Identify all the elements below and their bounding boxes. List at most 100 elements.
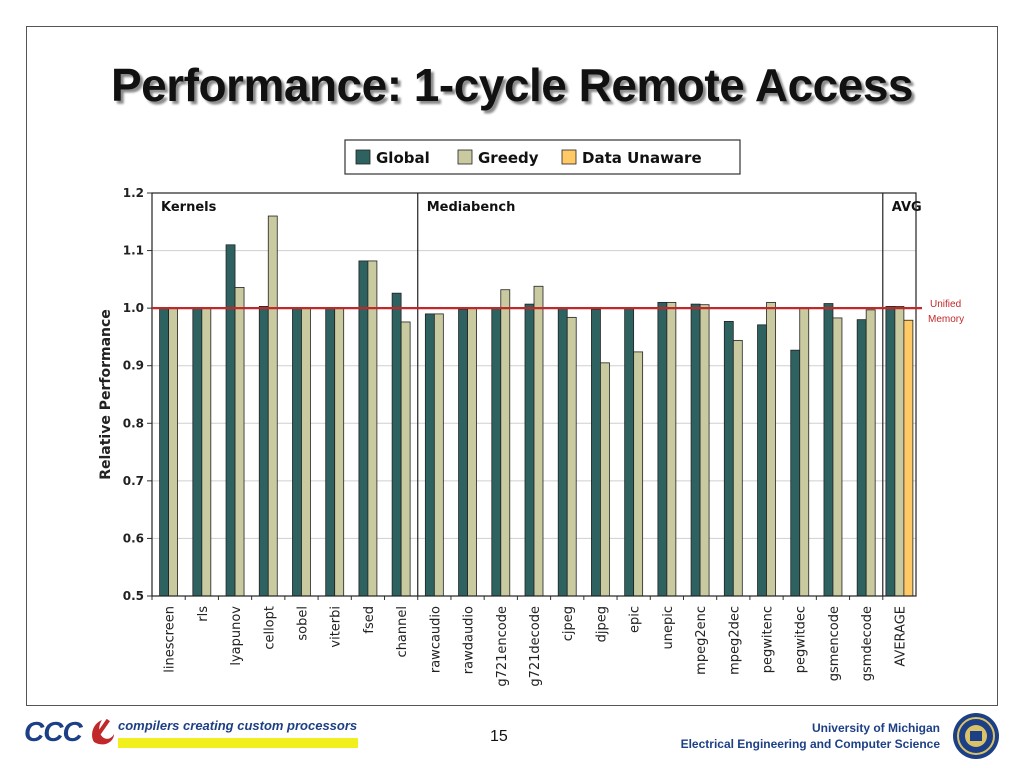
- bar-greedy: [865, 309, 876, 597]
- y-tick-label: 0.8: [123, 416, 144, 430]
- bar-greedy: [732, 339, 743, 597]
- bar-global: [391, 292, 402, 597]
- bar-global: [885, 306, 896, 597]
- bar-greedy: [467, 307, 477, 597]
- ccc-logo: CCC: [24, 716, 83, 747]
- footer-university: University of Michigan: [811, 721, 940, 735]
- bar-greedy: [699, 304, 710, 597]
- bar-global: [723, 320, 734, 597]
- footer-department: Electrical Engineering and Computer Scie…: [680, 737, 940, 751]
- bar-global: [823, 303, 834, 597]
- x-category-label: linescreen: [163, 606, 178, 673]
- reference-line-label: Unified: [930, 299, 961, 310]
- slide-frame: [26, 26, 998, 706]
- x-category-label: g721encode: [495, 606, 510, 687]
- x-category-label: sobel: [295, 606, 310, 641]
- y-axis-title: Relative Performance: [98, 309, 114, 480]
- x-category-label: g721decode: [528, 606, 543, 687]
- group-label: Kernels: [161, 200, 217, 215]
- bar-global: [591, 308, 601, 597]
- legend-swatch: [457, 149, 473, 165]
- x-category-label: rls: [196, 606, 211, 622]
- group-label: AVG: [892, 200, 922, 215]
- x-category-label: channel: [395, 606, 410, 657]
- group-label: Mediabench: [427, 200, 516, 215]
- x-category-label: pegwitenc: [761, 606, 776, 673]
- bar-greedy: [400, 321, 411, 597]
- bar-global: [491, 307, 502, 597]
- x-category-label: cjpeg: [561, 606, 576, 641]
- y-tick-label: 0.9: [123, 359, 144, 373]
- bar-global: [159, 307, 170, 597]
- bar-greedy: [894, 306, 905, 597]
- bar-greedy: [766, 301, 776, 597]
- hammer-sickle-icon: [92, 718, 114, 745]
- bar-greedy: [433, 313, 444, 597]
- bar-greedy: [533, 285, 544, 597]
- bar-greedy: [633, 351, 644, 597]
- bar-greedy: [500, 289, 511, 597]
- y-tick-label: 1.0: [123, 301, 144, 315]
- legend-label: Global: [376, 149, 430, 167]
- legend-box: [344, 139, 741, 175]
- legend-swatch: [561, 149, 577, 165]
- slide-title: Performance: 1-cycle Remote Access: [110, 59, 914, 111]
- x-category-label: rawdaudio: [462, 606, 477, 674]
- legend-swatch: [355, 149, 371, 165]
- x-category-label: gsmencode: [827, 606, 842, 681]
- bar-global: [624, 308, 635, 597]
- x-category-label: cellopt: [262, 606, 277, 650]
- bar-global: [258, 306, 269, 597]
- y-tick-label: 0.7: [123, 474, 144, 488]
- x-category-label: lyapunov: [229, 606, 244, 666]
- bar-greedy: [334, 307, 345, 597]
- bar-global: [557, 307, 568, 597]
- x-category-label: mpeg2dec: [727, 606, 742, 675]
- bar-global: [524, 303, 535, 597]
- y-tick-label: 1.2: [123, 186, 144, 200]
- x-category-label: AVERAGE: [893, 606, 908, 667]
- page-number: 15: [490, 728, 508, 745]
- footer-tagline: compilers creating custom processors: [118, 718, 358, 733]
- bar-global: [292, 307, 302, 597]
- bar-global: [192, 307, 203, 597]
- x-category-label: epic: [628, 606, 643, 633]
- x-category-label: rawcaudio: [428, 606, 443, 673]
- bar-global: [458, 308, 468, 597]
- footer-affiliation: University of Michigan Electrical Engine…: [681, 720, 940, 752]
- bar-global: [325, 307, 336, 597]
- reference-line-label: Memory: [928, 314, 964, 325]
- x-category-label: gsmdecode: [860, 606, 875, 681]
- bar-global: [856, 319, 867, 597]
- bar-greedy: [234, 287, 245, 597]
- x-category-label: pegwitdec: [794, 606, 809, 673]
- bar-global: [225, 244, 236, 597]
- university-seal-icon: [953, 713, 999, 759]
- y-tick-label: 0.6: [123, 531, 144, 545]
- x-category-label: djpeg: [594, 606, 609, 642]
- bar-global: [690, 303, 701, 597]
- bar-greedy: [799, 307, 810, 597]
- footer-yellow-bar: [118, 738, 358, 748]
- bar-global: [790, 349, 801, 597]
- bar-global: [657, 301, 668, 597]
- y-tick-label: 0.5: [123, 589, 144, 603]
- x-category-label: mpeg2enc: [694, 606, 709, 675]
- plot-border: [151, 192, 917, 597]
- bar-global: [757, 324, 767, 597]
- bar-greedy: [168, 307, 179, 597]
- x-category-label: fsed: [362, 606, 377, 634]
- bar-data-unaware: [903, 319, 914, 597]
- bar-greedy: [301, 307, 311, 597]
- bar-greedy: [600, 362, 610, 597]
- legend-label: Greedy: [478, 149, 539, 167]
- legend-label: Data Unaware: [582, 149, 702, 167]
- y-tick-label: 1.1: [123, 244, 144, 258]
- bar-greedy: [367, 260, 378, 597]
- bar-greedy: [666, 301, 677, 597]
- bar-global: [358, 260, 369, 597]
- bar-greedy: [201, 307, 212, 597]
- bar-greedy: [267, 215, 278, 597]
- bar-greedy: [566, 316, 577, 597]
